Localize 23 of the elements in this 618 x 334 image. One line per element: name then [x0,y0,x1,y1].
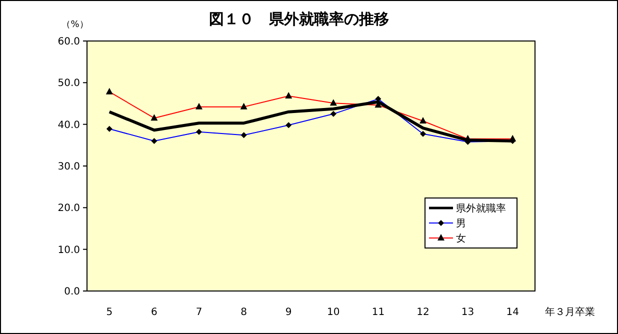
x-axis-title: 年３月卒業 [545,306,595,318]
x-tick-label: 12 [416,307,430,318]
chart-title: 図１０ 県外就職率の推移 [209,10,389,28]
y-tick-label: 20.0 [58,203,80,214]
y-tick-label: 60.0 [58,36,80,48]
x-tick-label: 8 [240,307,247,318]
x-tick-label: 7 [196,307,202,318]
x-tick-label: 11 [372,307,385,318]
y-tick-label: 0.0 [64,286,80,298]
y-tick-label: 30.0 [58,162,80,172]
x-tick-label: 14 [506,307,519,318]
y-tick-label: 50.0 [58,78,80,90]
legend-label: 男 [456,218,466,230]
y-tick-label: 40.0 [58,120,80,131]
x-tick-label: 10 [327,307,340,318]
x-tick-label: 6 [151,307,158,318]
legend-label: 県外就職率 [456,202,506,214]
y-tick-label: 10.0 [58,244,80,256]
x-tick-label: 9 [285,307,292,318]
x-tick-label: 13 [461,307,474,318]
x-tick-label: 5 [106,307,113,318]
y-axis-title: （%） [62,20,88,30]
legend-label: 女 [456,232,466,244]
